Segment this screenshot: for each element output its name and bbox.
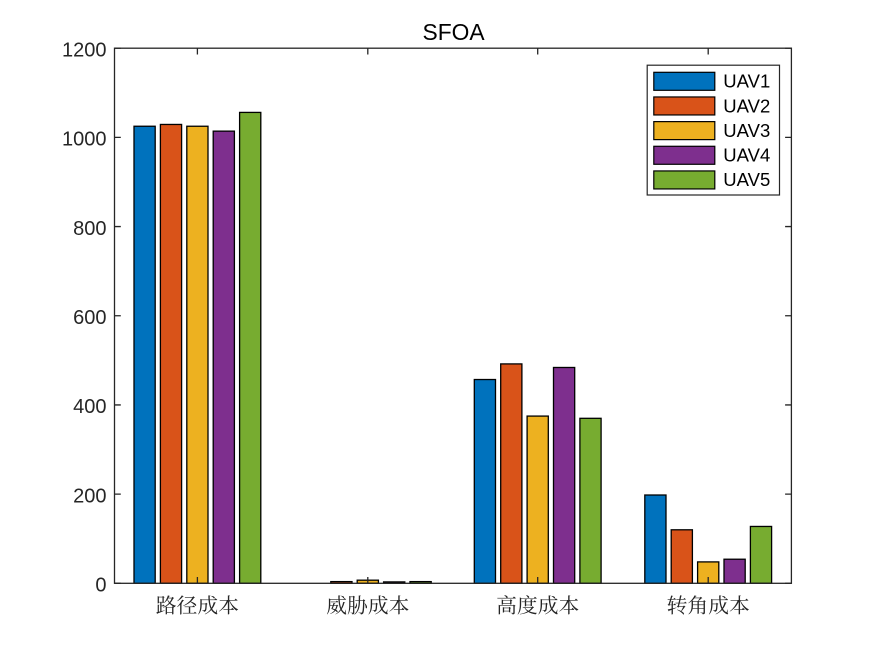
svg-text:0: 0	[95, 575, 106, 597]
svg-text:UAV1: UAV1	[723, 71, 770, 92]
svg-text:600: 600	[73, 307, 106, 329]
svg-text:1200: 1200	[62, 40, 107, 62]
svg-text:UAV2: UAV2	[723, 95, 770, 116]
svg-text:UAV3: UAV3	[723, 120, 770, 141]
svg-text:800: 800	[73, 218, 106, 240]
svg-text:SFOA: SFOA	[423, 19, 486, 45]
svg-text:200: 200	[73, 485, 106, 507]
svg-text:1000: 1000	[62, 129, 107, 151]
svg-text:400: 400	[73, 396, 106, 418]
svg-text:UAV5: UAV5	[723, 169, 770, 190]
svg-text:UAV4: UAV4	[723, 145, 770, 166]
